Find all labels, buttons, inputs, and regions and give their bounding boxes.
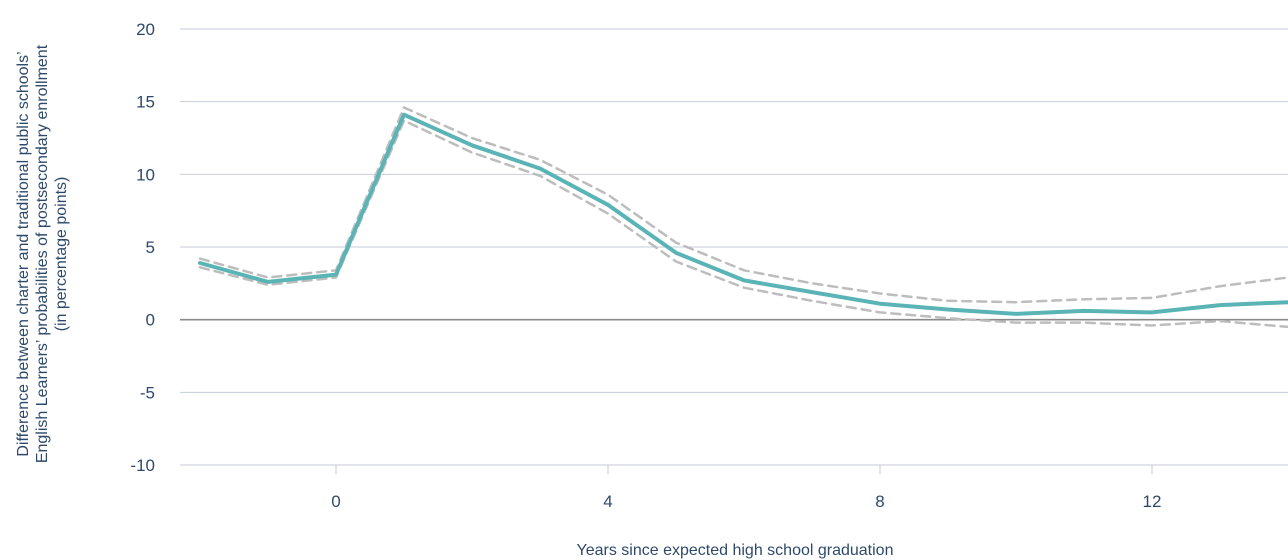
y-tick-labels: 20 15 10 5 0 -5 -10 bbox=[130, 20, 155, 475]
y-axis-title-line-3: (in percentage points) bbox=[53, 177, 70, 332]
x-tick-label: 12 bbox=[1143, 492, 1162, 511]
x-axis-title: Years since expected high school graduat… bbox=[577, 542, 894, 559]
y-tick-label: -5 bbox=[140, 383, 155, 402]
estimate-line bbox=[198, 112, 1288, 316]
y-tick-label: -10 bbox=[130, 456, 155, 475]
x-tick-labels: 0 4 8 12 bbox=[331, 492, 1161, 511]
y-tick-label: 5 bbox=[146, 238, 155, 257]
y-tick-label: 20 bbox=[136, 20, 155, 39]
y-axis-title: Difference between charter and tradition… bbox=[15, 44, 70, 463]
lower-bound-line bbox=[198, 119, 1288, 329]
series-lines bbox=[198, 106, 1288, 329]
upper-bound-line bbox=[198, 106, 1288, 304]
y-axis-title-line-2: English Learners’ probabilities of posts… bbox=[34, 44, 51, 463]
x-tick-label: 4 bbox=[603, 492, 612, 511]
gridlines bbox=[180, 28, 1288, 466]
x-tick-label: 0 bbox=[331, 492, 340, 511]
y-axis-title-line-1: Difference between charter and tradition… bbox=[15, 51, 32, 456]
x-tick-label: 8 bbox=[875, 492, 884, 511]
y-tick-label: 15 bbox=[136, 93, 155, 112]
y-tick-label: 0 bbox=[146, 311, 155, 330]
x-tick-marks bbox=[335, 465, 1153, 474]
y-tick-label: 10 bbox=[136, 165, 155, 184]
